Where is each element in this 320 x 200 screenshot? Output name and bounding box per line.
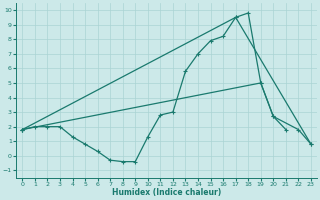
X-axis label: Humidex (Indice chaleur): Humidex (Indice chaleur) <box>112 188 221 197</box>
